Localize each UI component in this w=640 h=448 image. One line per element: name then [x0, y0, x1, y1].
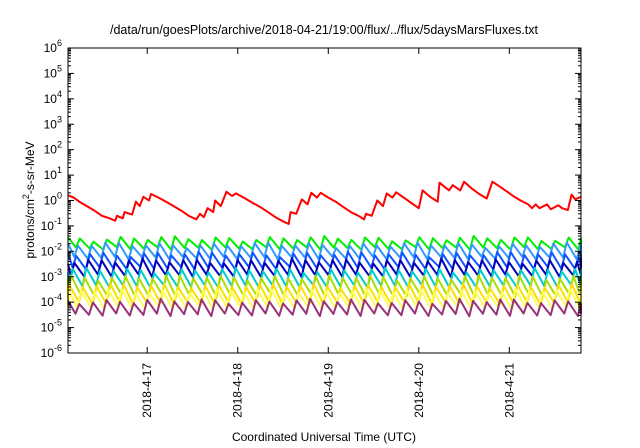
- y-tick-base: 10: [41, 270, 55, 284]
- y-axis-label: protons/cm2-s-sr-MeV: [21, 141, 37, 258]
- y-tick-base: 10: [44, 143, 58, 157]
- y-tick-exp: -6: [54, 343, 62, 353]
- y-tick-exp: 3: [57, 114, 62, 124]
- y-tick-base: 10: [41, 219, 55, 233]
- y-tick-exp: 5: [57, 63, 62, 73]
- y-tick-label: 10-6: [41, 343, 62, 360]
- chart-title: /data/run/goesPlots/archive/2018-04-21/1…: [110, 23, 539, 37]
- y-tick-base: 10: [44, 92, 58, 106]
- y-tick-label: 102: [44, 140, 62, 157]
- y-tick-base: 10: [41, 295, 55, 309]
- series-line: [67, 257, 582, 279]
- y-tick-label: 106: [44, 38, 62, 55]
- y-tick-base: 10: [44, 117, 58, 131]
- series-line: [67, 180, 582, 225]
- y-tick-label: 10-5: [41, 318, 62, 335]
- x-axis-label: Coordinated Universal Time (UTC): [232, 430, 416, 444]
- y-tick-exp: -4: [54, 292, 62, 302]
- y-tick-label: 10-1: [41, 216, 62, 233]
- y-tick-base: 10: [44, 194, 58, 208]
- y-tick-base: 10: [41, 321, 55, 335]
- x-tick-label: 2018-4-17: [140, 363, 154, 418]
- series-line: [67, 297, 582, 318]
- y-tick-label: 10-2: [41, 241, 62, 258]
- y-tick-label: 10-3: [41, 267, 62, 284]
- y-tick-label: 105: [44, 63, 62, 80]
- x-tick-label: 2018-4-19: [321, 363, 335, 418]
- y-tick-label: 10-4: [41, 292, 62, 309]
- y-tick-label: 101: [44, 165, 62, 182]
- y-tick-exp: 4: [57, 89, 62, 99]
- y-tick-base: 10: [44, 66, 58, 80]
- y-tick-exp: -3: [54, 267, 62, 277]
- series-line: [67, 250, 582, 271]
- y-tick-base: 10: [41, 346, 55, 360]
- y-tick-label: 104: [44, 89, 62, 106]
- series-layer: [67, 180, 582, 318]
- y-tick-exp: 6: [57, 38, 62, 48]
- y-tick-exp: -2: [54, 241, 62, 251]
- y-tick-label: 100: [44, 191, 62, 208]
- series-line: [67, 235, 582, 251]
- x-tick-label: 2018-4-21: [502, 363, 516, 418]
- y-tick-exp: 2: [57, 140, 62, 150]
- y-tick-base: 10: [44, 168, 58, 182]
- y-tick-exp: -1: [54, 216, 62, 226]
- y-tick-exp: 0: [57, 191, 62, 201]
- x-tick-label: 2018-4-20: [412, 363, 426, 418]
- x-axis: 2018-4-17 2018-4-18 2018-4-19 2018-4-20 2018…: [140, 48, 516, 418]
- y-tick-exp: 1: [57, 165, 62, 175]
- y-tick-exp: -5: [54, 318, 62, 328]
- y-tick-base: 10: [44, 41, 58, 55]
- series-line: [67, 287, 582, 311]
- x-tick-label: 2018-4-18: [231, 363, 245, 418]
- y-tick-label: 103: [44, 114, 62, 131]
- y-tick-base: 10: [41, 244, 55, 258]
- y-axis: 10-610-510-410-310-210-11001011021031041…: [41, 38, 581, 360]
